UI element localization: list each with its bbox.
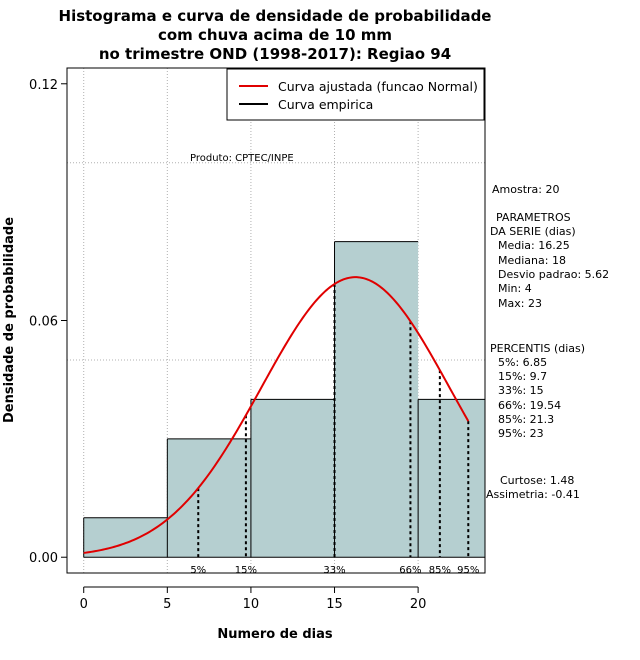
sample-size: Amostra: 20 [492,183,559,196]
histogram-bar-3 [334,241,419,558]
percentile-label-5: 95% [457,565,479,576]
legend-label-normal: Curva ajustada (funcao Normal) [278,79,478,94]
legend: Curva ajustada (funcao Normal) Curva emp… [226,68,485,121]
stat-p66: 66%: 19.54 [498,399,561,412]
stat-kurtosis: Curtose: 1.48 [500,474,574,487]
x-tick-label-3: 15 [326,597,343,612]
y-tick-label-1: 0.06 [29,315,58,330]
percentile-markers: 5% 15% 33% 66% 85% 95% [190,283,479,576]
x-tick-label-2: 10 [243,597,260,612]
stat-skewness: Assimetria: -0.41 [486,488,580,501]
stat-mean: Media: 16.25 [498,239,570,252]
normal-density-curve [83,276,470,554]
y-axis-label: Densidade de probabilidade [2,217,17,423]
percentile-label-1: 15% [235,565,257,576]
stat-p95: 95%: 23 [498,427,544,440]
percentile-label-2: 33% [323,565,345,576]
stat-p33: 33%: 15 [498,384,544,397]
histogram-bars [83,241,485,558]
chart-title-line-1: Histograma e curva de densidade de proba… [59,7,492,25]
stat-sd: Desvio padrao: 5.62 [498,268,609,281]
percentile-label-0: 5% [190,565,206,576]
legend-box [226,68,485,121]
histogram-bar-1 [167,438,251,558]
stat-p15: 15%: 9.7 [498,370,547,383]
chart-title-line-3: no trimestre OND (1998-2017): Regiao 94 [99,45,451,63]
params-title-2: DA SERIE (dias) [490,225,576,238]
chart-title-line-2: com chuva acima de 10 mm [158,26,392,44]
x-tick-label-4: 20 [410,597,427,612]
histogram-bar-4 [418,399,485,558]
params-title-1: PARAMETROS [496,211,571,224]
percentiles-title: PERCENTIS (dias) [490,342,585,355]
stat-min: Min: 4 [498,282,532,295]
plot-frame [66,67,486,574]
histogram-bar-2 [250,399,335,558]
stat-median: Mediana: 18 [498,254,566,267]
statistics-panel: Amostra: 20 PARAMETROS DA SERIE (dias) M… [486,183,609,501]
x-tick-label-0: 0 [80,597,88,612]
stat-p5: 5%: 6.85 [498,356,547,369]
y-tick-label-0: 0.00 [29,551,58,566]
product-credit: Produto: CPTEC/INPE [190,153,294,164]
stat-max: Max: 23 [498,297,542,310]
x-axis-label: Numero de dias [217,627,333,642]
x-tick-label-1: 5 [163,597,171,612]
percentile-label-3: 66% [399,565,421,576]
stat-p85: 85%: 21.3 [498,413,554,426]
percentile-label-4: 85% [429,565,451,576]
legend-label-empirical: Curva empirica [278,97,373,112]
y-tick-label-2: 0.12 [29,78,58,93]
